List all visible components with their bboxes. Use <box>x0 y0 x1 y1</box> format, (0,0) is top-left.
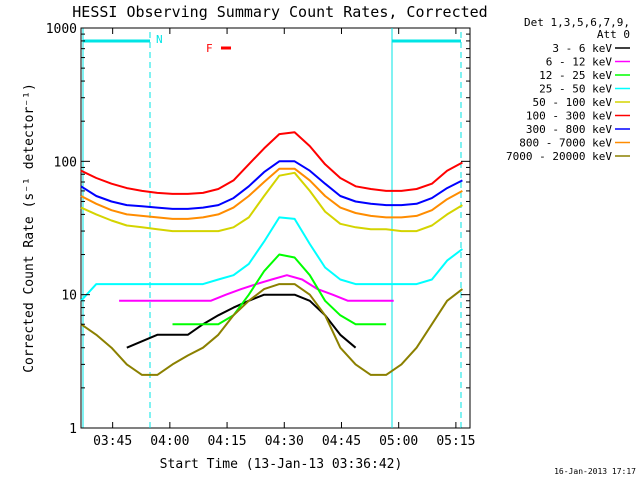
legend-entry-label-8: 7000 - 20000 keV <box>506 150 612 163</box>
series-line-7 <box>80 167 463 220</box>
x-tick-label-1: 04:00 <box>150 434 189 449</box>
series-line-0 <box>126 293 357 349</box>
x-tick-label-5: 05:00 <box>379 434 418 449</box>
legend-entry-label-7: 800 - 7000 keV <box>519 137 612 150</box>
legend-entry-label-1: 6 - 12 keV <box>546 56 613 69</box>
x-tick-label-2: 04:15 <box>207 434 246 449</box>
x-axis-ticks: 03:45 04:00 04:15 04:30 04:45 05:00 05:15 <box>93 28 475 449</box>
legend-header-line-1: Det 1,3,5,6,7,9, <box>524 16 630 29</box>
series-line-8 <box>80 283 464 376</box>
series-line-6 <box>80 160 463 210</box>
legend-entry-label-5: 100 - 300 keV <box>526 110 612 123</box>
chart-title: HESSI Observing Summary Count Rates, Cor… <box>72 3 487 21</box>
plot-frame <box>80 27 471 429</box>
x-tick-label-4: 04:45 <box>322 434 361 449</box>
series-line-3 <box>80 216 464 302</box>
x-tick-label-3: 04:30 <box>265 434 304 449</box>
x-tick-label-6: 05:15 <box>436 434 475 449</box>
x-tick-label-0: 03:45 <box>93 434 132 449</box>
legend-entry-label-4: 50 - 100 keV <box>533 96 613 109</box>
x-axis-label: Start Time (13-Jan-13 03:36:42) <box>160 457 403 472</box>
legend-header-line-2: Att 0 <box>597 28 630 41</box>
footer-date: 16-Jan-2013 17:17 <box>554 467 636 476</box>
night-label: N <box>156 33 163 46</box>
y-axis-ticks: 1 10 100 1000 <box>46 22 470 437</box>
flare-label: F <box>206 42 213 55</box>
y-tick-label-3: 1000 <box>46 22 77 37</box>
y-tick-label-0: 1 <box>69 422 77 437</box>
series-line-2 <box>172 253 387 326</box>
legend-entry-label-0: 3 - 6 keV <box>552 42 612 55</box>
y-tick-label-1: 10 <box>61 289 77 304</box>
series-line-5 <box>80 131 463 195</box>
legend-entry-label-6: 300 - 800 keV <box>526 123 612 136</box>
legend-entry-label-2: 12 - 25 keV <box>539 69 612 82</box>
legend-entry-label-3: 25 - 50 keV <box>539 83 612 96</box>
observing-markers: NF <box>82 28 462 428</box>
series-line-4 <box>80 171 463 233</box>
y-tick-label-2: 100 <box>54 155 77 170</box>
series-layer <box>80 131 464 376</box>
y-axis-label: Corrected Count Rate (s⁻¹ detector⁻¹) <box>22 83 37 373</box>
